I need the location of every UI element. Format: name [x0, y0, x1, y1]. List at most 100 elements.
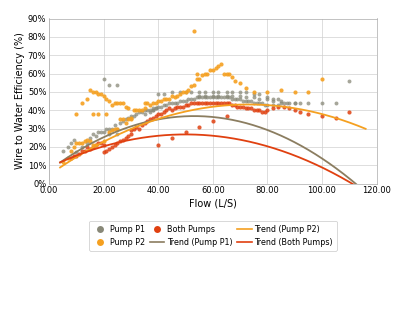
Point: [190, 82, 196, 87]
Point: [207, 67, 213, 72]
Point: [141, 111, 147, 116]
Point: [285, 100, 292, 106]
Point: [147, 102, 153, 107]
Point: [122, 135, 128, 140]
Point: [133, 124, 139, 129]
Point: [305, 100, 311, 106]
Point: [209, 95, 215, 100]
Point: [90, 89, 96, 95]
Point: [231, 97, 237, 102]
Point: [242, 95, 248, 100]
Point: [109, 128, 115, 133]
Point: [87, 135, 93, 140]
Point: [283, 100, 289, 106]
Point: [296, 110, 303, 115]
Point: [155, 142, 161, 148]
Point: [128, 115, 134, 120]
Point: [130, 126, 136, 131]
Point: [125, 115, 131, 120]
Point: [242, 85, 248, 91]
Point: [130, 108, 136, 113]
Point: [174, 100, 180, 106]
Point: [147, 108, 153, 113]
Point: [237, 104, 243, 109]
Point: [73, 141, 79, 146]
Point: [114, 141, 120, 146]
Point: [193, 71, 199, 76]
Point: [147, 117, 153, 122]
Point: [217, 100, 224, 106]
Point: [117, 100, 123, 106]
Point: [201, 100, 207, 106]
Point: [111, 126, 117, 131]
Point: [212, 95, 218, 100]
Point: [305, 89, 311, 95]
Point: [144, 100, 150, 106]
Point: [166, 106, 172, 111]
Point: [318, 100, 324, 106]
Point: [141, 100, 147, 106]
Point: [215, 93, 221, 98]
Point: [212, 65, 218, 71]
Point: [269, 97, 275, 102]
Point: [90, 142, 96, 148]
Point: [103, 97, 109, 102]
Point: [155, 91, 161, 96]
Point: [141, 121, 147, 126]
Point: [190, 97, 196, 102]
Point: [68, 148, 74, 153]
Point: [65, 155, 71, 161]
Point: [60, 148, 66, 153]
Point: [106, 82, 112, 87]
Point: [160, 97, 166, 102]
Point: [228, 97, 234, 102]
Point: [269, 98, 275, 104]
Point: [103, 126, 109, 131]
Point: [65, 144, 71, 150]
Point: [226, 100, 232, 106]
Point: [128, 117, 134, 122]
Point: [163, 102, 169, 107]
Point: [128, 113, 134, 118]
Point: [168, 135, 175, 140]
Point: [223, 100, 229, 106]
Point: [158, 104, 164, 109]
Point: [190, 100, 196, 106]
Point: [185, 102, 191, 107]
Point: [95, 111, 101, 116]
Point: [155, 98, 161, 104]
Point: [209, 119, 215, 124]
Point: [141, 108, 147, 113]
Point: [217, 95, 224, 100]
Point: [125, 133, 131, 138]
Point: [79, 144, 85, 150]
Point: [190, 29, 196, 34]
Point: [98, 141, 104, 146]
Point: [149, 100, 156, 106]
Point: [103, 111, 109, 116]
Point: [111, 100, 117, 106]
Point: [122, 121, 128, 126]
Point: [275, 102, 281, 107]
Point: [149, 106, 156, 111]
Point: [81, 148, 87, 153]
Point: [305, 111, 311, 116]
Point: [275, 97, 281, 102]
Point: [70, 153, 77, 159]
Point: [237, 93, 243, 98]
Point: [332, 115, 338, 120]
Point: [204, 100, 210, 106]
Point: [109, 126, 115, 131]
Point: [144, 119, 150, 124]
Point: [152, 106, 158, 111]
Point: [147, 110, 153, 115]
Point: [128, 131, 134, 136]
Point: [188, 97, 194, 102]
Point: [234, 104, 240, 109]
Legend: Pump P1, Pump P2, Both Pumps, Trend (Pump P1), Trend (Pump P2), Trend (Both Pump: Pump P1, Pump P2, Both Pumps, Trend (Pum…: [89, 221, 336, 251]
Point: [149, 108, 156, 113]
Point: [100, 139, 107, 144]
Point: [100, 130, 107, 135]
Point: [95, 130, 101, 135]
Point: [149, 115, 156, 120]
